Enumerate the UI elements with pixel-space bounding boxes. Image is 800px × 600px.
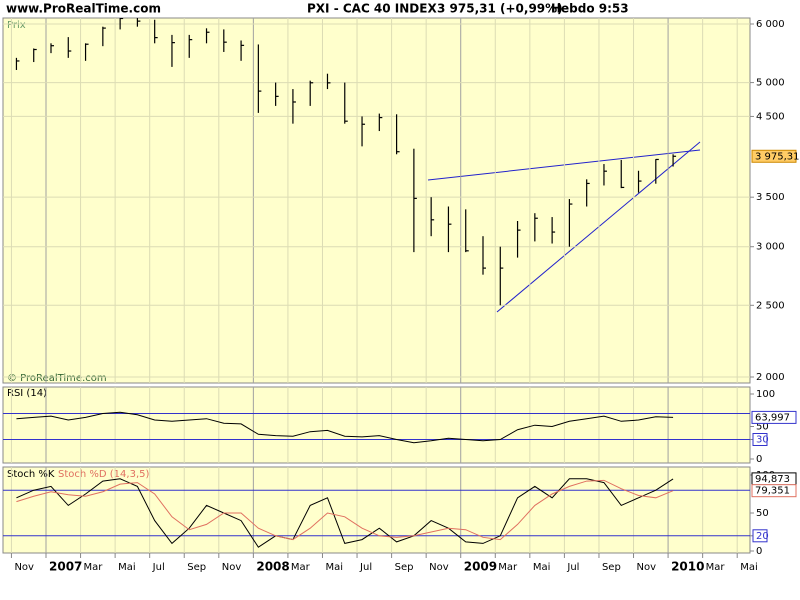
x-tick-label: Sep [187,562,206,573]
x-tick-label: 2010 [671,560,704,574]
y-tick-label: 0 [756,546,762,557]
x-tick-label: Mar [84,562,104,573]
value-label: 94,873 [755,474,790,485]
value-label: 3 975,31 [755,151,800,162]
value-box [751,410,797,424]
value-box [751,484,797,498]
y-tick-label: 3 000 [756,242,785,253]
legend-entry: Stoch %K [7,469,55,480]
tick-box [752,529,768,543]
y-tick-label: 2 500 [756,300,785,311]
y-tick-label: 4 500 [756,111,785,122]
quote: 3 975,31 (+0,99%) [437,2,563,16]
y-tick-label: 50 [756,508,769,519]
tick-box [752,433,768,446]
site-name: www.ProRealTime.com [6,2,161,16]
y-tick-label: 100 [756,389,775,400]
y-tick-label: 0 [756,454,762,465]
x-tick-label: 2007 [49,560,82,574]
y-tick-label: 6 000 [756,19,785,30]
panel-label: Prix [7,20,26,31]
stoch-panel [2,466,751,554]
value-label: 79,351 [755,486,790,497]
y-tick-label: 20 [756,531,769,542]
x-tick-label: Jul [152,562,165,573]
x-tick-label: Nov [14,562,34,573]
x-tick-label: Mar [498,562,518,573]
line [16,411,674,444]
x-tick-label: Sep [395,562,414,573]
x-tick-label: Mar [291,562,311,573]
x-tick-label: Jul [566,562,579,573]
watermark: © ProRealTime.com [7,373,107,384]
x-tick-label: 2008 [256,560,289,574]
x-tick-label: 2009 [464,560,497,574]
instrument: PXI - CAC 40 INDEX [307,2,437,16]
x-tick-label: Mai [740,562,758,573]
panel-label: RSI (14) [7,388,47,399]
value-label: 63,997 [755,412,790,423]
y-tick-label: 3 500 [756,192,785,203]
y-tick-label: 50 [756,422,769,433]
period: Hebdo 9:53 [551,2,629,16]
x-tick-label: Mar [706,562,726,573]
y-tick-label: 30 [756,435,769,446]
y-tick-label: 2 000 [756,372,785,383]
x-tick-label: Mai [533,562,551,573]
rsi-panel [2,386,751,464]
line [16,478,674,548]
y-tick-label: 5 000 [756,78,785,89]
legend-entry: Stoch %D (14,3,5) [58,469,149,480]
bars [15,18,677,306]
x-tick-label: Jul [359,562,372,573]
value-box [751,149,797,163]
price-panel [2,17,751,384]
line [16,479,674,541]
x-tick-label: Mai [118,562,136,573]
x-tick-label: Nov [637,562,657,573]
x-tick-label: Nov [429,562,449,573]
x-tick-label: Mai [325,562,343,573]
x-tick-label: Nov [222,562,242,573]
x-tick-label: Sep [602,562,621,573]
